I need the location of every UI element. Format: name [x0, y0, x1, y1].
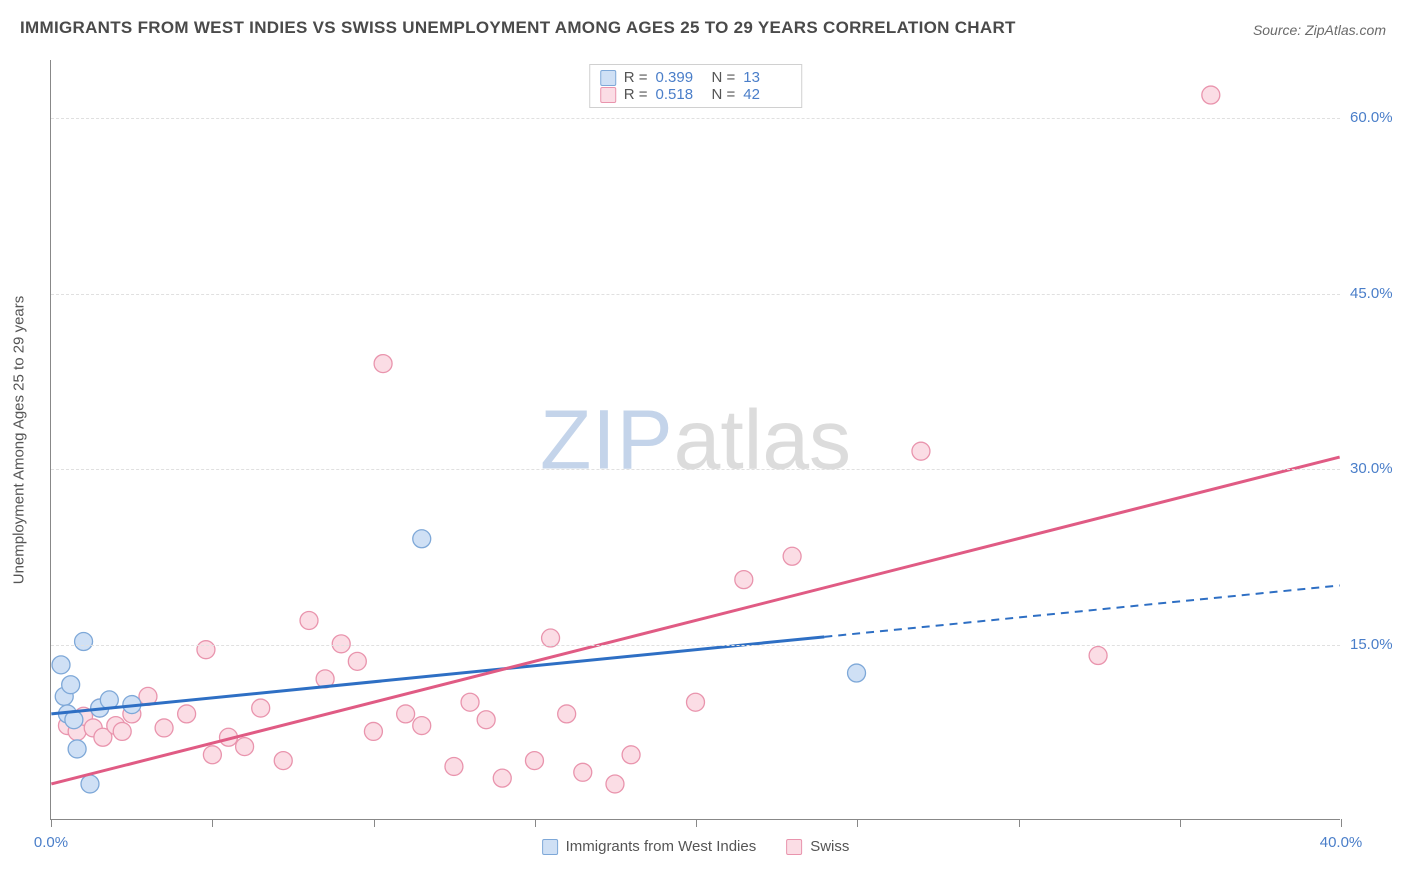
point-swiss	[252, 699, 270, 717]
point-swiss	[574, 763, 592, 781]
point-swiss	[493, 769, 511, 787]
point-west_indies	[52, 656, 70, 674]
trend-line-dashed-west_indies	[824, 585, 1339, 636]
point-swiss	[912, 442, 930, 460]
x-tick	[1341, 819, 1342, 827]
grid-line	[51, 645, 1340, 646]
y-tick-label: 15.0%	[1350, 636, 1406, 653]
label-r: R =	[624, 69, 648, 86]
swatch-west-indies	[600, 70, 616, 86]
trend-line-swiss	[51, 457, 1339, 784]
x-tick	[1019, 819, 1020, 827]
label-r: R =	[624, 86, 648, 103]
point-swiss	[1089, 647, 1107, 665]
point-swiss	[461, 693, 479, 711]
point-swiss	[413, 717, 431, 735]
grid-line	[51, 294, 1340, 295]
legend-item-swiss: Swiss	[786, 838, 849, 855]
point-swiss	[783, 547, 801, 565]
stats-box: R = 0.399 N = 13 R = 0.518 N = 42	[589, 64, 803, 108]
trend-line-west_indies	[51, 637, 824, 714]
x-tick	[696, 819, 697, 827]
point-swiss	[203, 746, 221, 764]
legend-swatch-swiss	[786, 839, 802, 855]
point-swiss	[113, 722, 131, 740]
point-swiss	[525, 752, 543, 770]
chart-title: IMMIGRANTS FROM WEST INDIES VS SWISS UNE…	[20, 18, 1016, 38]
x-tick-label: 0.0%	[34, 834, 68, 851]
point-swiss	[300, 612, 318, 630]
y-axis-label: Unemployment Among Ages 25 to 29 years	[11, 295, 28, 584]
chart-area: Unemployment Among Ages 25 to 29 years Z…	[50, 60, 1340, 820]
y-tick-label: 30.0%	[1350, 460, 1406, 477]
point-swiss	[178, 705, 196, 723]
point-swiss	[155, 719, 173, 737]
point-swiss	[477, 711, 495, 729]
bottom-legend: Immigrants from West Indies Swiss	[542, 838, 850, 855]
y-tick-label: 45.0%	[1350, 285, 1406, 302]
point-swiss	[236, 738, 254, 756]
legend-label-swiss: Swiss	[810, 838, 849, 855]
legend-swatch-west-indies	[542, 839, 558, 855]
legend-item-west-indies: Immigrants from West Indies	[542, 838, 757, 855]
point-west_indies	[75, 633, 93, 651]
value-n-west-indies: 13	[743, 69, 791, 86]
x-tick	[51, 819, 52, 827]
point-west_indies	[81, 775, 99, 793]
point-swiss	[374, 355, 392, 373]
x-tick-label: 40.0%	[1320, 834, 1363, 851]
point-swiss	[348, 652, 366, 670]
x-tick	[212, 819, 213, 827]
label-n: N =	[712, 86, 736, 103]
stats-row-west-indies: R = 0.399 N = 13	[600, 69, 792, 86]
plot-svg	[51, 60, 1340, 819]
point-swiss	[274, 752, 292, 770]
x-tick	[857, 819, 858, 827]
point-west_indies	[62, 676, 80, 694]
source-label: Source: ZipAtlas.com	[1253, 22, 1386, 38]
point-west_indies	[68, 740, 86, 758]
point-swiss	[558, 705, 576, 723]
point-swiss	[606, 775, 624, 793]
grid-line	[51, 469, 1340, 470]
x-tick	[1180, 819, 1181, 827]
point-swiss	[364, 722, 382, 740]
point-swiss	[622, 746, 640, 764]
legend-label-west-indies: Immigrants from West Indies	[566, 838, 757, 855]
point-west_indies	[413, 530, 431, 548]
label-n: N =	[712, 69, 736, 86]
point-swiss	[445, 757, 463, 775]
grid-line	[51, 118, 1340, 119]
stats-row-swiss: R = 0.518 N = 42	[600, 86, 792, 103]
point-swiss	[735, 571, 753, 589]
value-r-swiss: 0.518	[656, 86, 704, 103]
value-n-swiss: 42	[743, 86, 791, 103]
point-swiss	[197, 641, 215, 659]
x-tick	[535, 819, 536, 827]
point-swiss	[687, 693, 705, 711]
swatch-swiss	[600, 87, 616, 103]
value-r-west-indies: 0.399	[656, 69, 704, 86]
point-west_indies	[848, 664, 866, 682]
point-swiss	[1202, 86, 1220, 104]
x-tick	[374, 819, 375, 827]
point-swiss	[397, 705, 415, 723]
y-tick-label: 60.0%	[1350, 109, 1406, 126]
